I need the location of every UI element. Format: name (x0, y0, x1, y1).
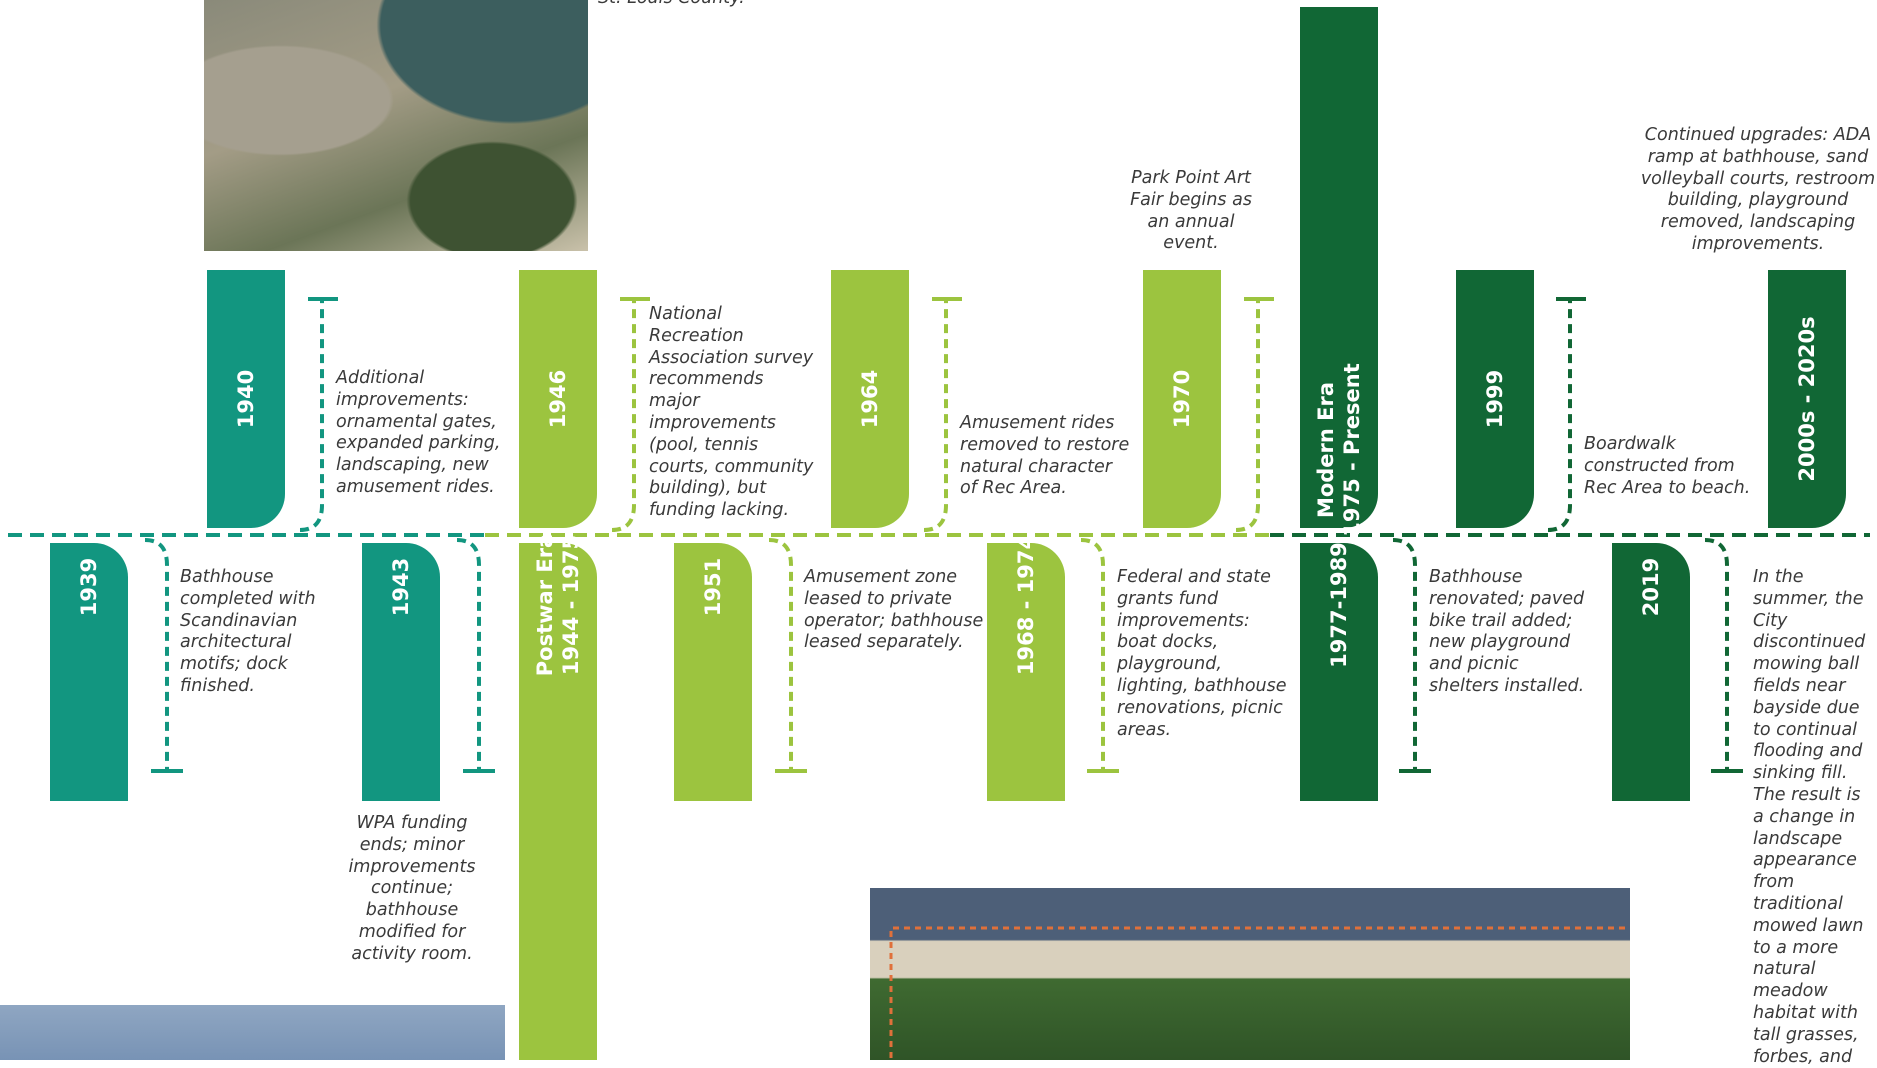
milestone-bar-1943: 1943 (362, 543, 440, 801)
note-boardwalk: Boardwalk constructed from Rec Area to b… (1584, 434, 1751, 498)
milestone-bar-1970: 1970 (1143, 270, 1221, 528)
milestone-bar-1939: 1939 (50, 543, 128, 801)
note-1946: National Recreation Association survey r… (649, 304, 814, 521)
era-title: Modern Era (1314, 381, 1338, 518)
note-2000s-2020s: Continued upgrades: ADA ramp at bathhous… (1640, 125, 1876, 254)
milestone-bar-1940: 1940 (207, 270, 285, 528)
note-1940: Additional improvements: ornamental gate… (336, 368, 501, 497)
study-area-outline (889, 926, 1630, 1058)
aerial-photo-bottom (870, 888, 1630, 1060)
note-1970: Park Point Art Fair begins as an annual … (1130, 168, 1252, 254)
milestone-bar-1968-1974: 1968 - 1974 (987, 535, 1065, 801)
era-title: Postwar Era (533, 533, 557, 677)
milestone-bar-1946: 1946 (519, 270, 597, 528)
note-1999: Bathhouse renovated; paved bike trail ad… (1429, 567, 1585, 696)
milestone-bar-1964: 1964 (831, 270, 909, 528)
note-1968-1974: Federal and state grants fund improvemen… (1117, 567, 1287, 740)
aerial-photo-top (204, 0, 588, 251)
era-range: 1975 - Present (1340, 363, 1364, 537)
lake-photo-bottom-left (0, 1005, 505, 1060)
note-1951: Amusement zone leased to private operato… (804, 567, 984, 653)
milestone-bar-1999: 1999 (1456, 270, 1534, 528)
milestone-bar-1977-1989: 1977-1989 (1300, 542, 1378, 801)
era-range: 1944 - 1975 (559, 534, 583, 676)
milestone-bar-2019: 2019 (1612, 543, 1690, 801)
era-bar-postwar: Postwar Era 1944 - 1975 (519, 534, 597, 1060)
note-1964: Amusement rides removed to restore natur… (960, 413, 1130, 499)
top-photo-caption: St. Louis County. (598, 0, 898, 10)
milestone-bar-2000s-2020s: 2000s - 2020s (1768, 270, 1846, 528)
note-1943: WPA funding ends; minor improvements con… (348, 813, 476, 964)
note-2019: In the summer, the City discontinued mow… (1753, 567, 1866, 1067)
era-bar-modern: Modern Era 1975 - Present (1300, 7, 1378, 537)
note-1939: Bathhouse completed with Scandinavian ar… (180, 567, 316, 696)
milestone-bar-1951: 1951 (674, 543, 752, 801)
